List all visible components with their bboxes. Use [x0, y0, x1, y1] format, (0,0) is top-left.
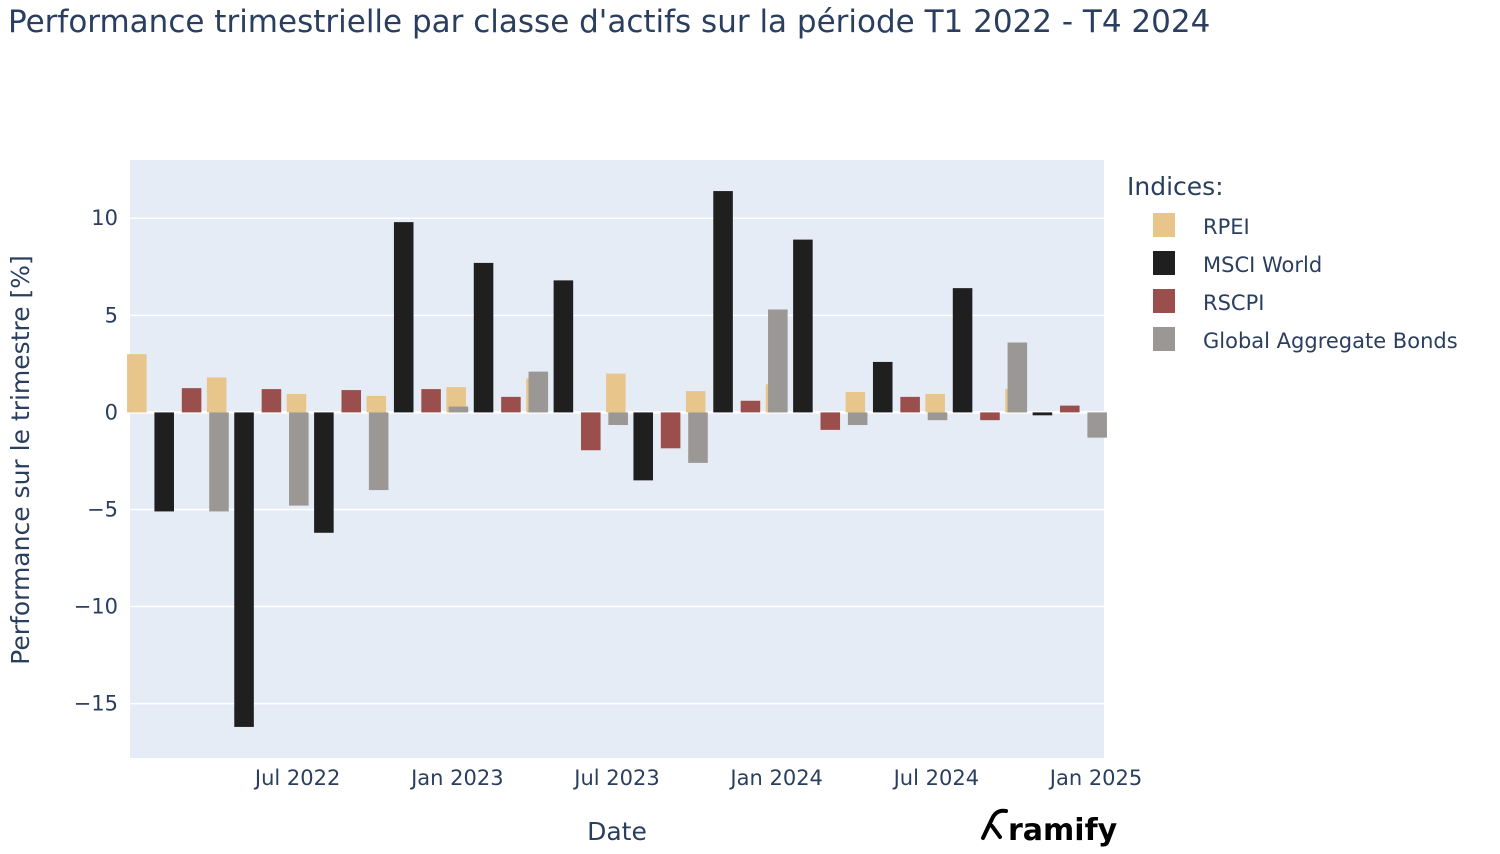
bar-msci-world	[553, 280, 574, 413]
plot-area	[130, 160, 1104, 758]
bar-global-aggregate-bonds	[209, 412, 229, 512]
legend-label: RSCPI	[1203, 291, 1264, 315]
bar-rscpi	[580, 412, 601, 451]
legend[interactable]: Indices: RPEI MSCI World RSCPI Global Aggre…	[1127, 172, 1458, 353]
y-tick-label: 10	[91, 206, 118, 230]
bar-rpei	[286, 393, 307, 413]
bar-global-aggregate-bonds	[768, 309, 788, 413]
bar-rpei	[685, 391, 706, 413]
x-tick-label: Jan 2024	[728, 766, 823, 790]
legend-swatch	[1153, 327, 1175, 351]
y-tick-label: 5	[105, 303, 118, 327]
bar-msci-world	[154, 412, 174, 512]
bar-rpei	[127, 354, 147, 413]
x-tick-label: Jul 2023	[572, 766, 659, 790]
bars	[127, 191, 1107, 727]
y-tick-label: −10	[74, 595, 118, 619]
x-tick-label: Jul 2022	[253, 766, 340, 790]
bar-rscpi	[1060, 405, 1080, 413]
bar-rscpi	[501, 396, 521, 413]
bar-rpei	[845, 392, 866, 413]
bar-rscpi	[421, 389, 441, 413]
y-tick-label: −15	[74, 692, 118, 716]
x-tick-label: Jan 2023	[409, 766, 504, 790]
bar-rscpi	[980, 412, 1000, 421]
bar-rpei	[606, 373, 626, 413]
bar-rscpi	[820, 412, 841, 430]
bar-msci-world	[713, 191, 733, 413]
bar-msci-world	[633, 412, 654, 481]
bar-msci-world	[793, 239, 813, 413]
bar-global-aggregate-bonds	[1087, 412, 1107, 438]
bar-rscpi	[740, 400, 761, 413]
bar-rpei	[925, 393, 945, 413]
legend-swatch	[1153, 251, 1175, 275]
bar-msci-world	[1032, 412, 1053, 416]
bar-msci-world	[473, 262, 494, 413]
ramify-logo-icon	[981, 808, 1008, 840]
bar-global-aggregate-bonds	[368, 412, 389, 491]
bar-msci-world	[872, 361, 893, 413]
brand-name: ramify	[1008, 813, 1118, 848]
y-axis-ticks: 10 5 0 −5 −10 −15	[74, 206, 118, 715]
bar-msci-world	[393, 222, 414, 413]
bar-global-aggregate-bonds	[927, 412, 948, 421]
y-tick-label: −5	[87, 497, 118, 521]
bar-global-aggregate-bonds	[528, 371, 549, 413]
legend-swatch	[1153, 213, 1175, 237]
y-axis-title: Performance sur le trimestre [%]	[6, 255, 35, 665]
bar-msci-world	[952, 288, 973, 413]
bar-rpei	[206, 377, 227, 413]
bar-global-aggregate-bonds	[608, 412, 628, 426]
bar-global-aggregate-bonds	[847, 412, 868, 426]
bar-rscpi	[660, 412, 681, 449]
x-tick-label: Jan 2025	[1048, 766, 1143, 790]
x-tick-label: Jul 2024	[892, 766, 979, 790]
bar-global-aggregate-bonds	[1007, 342, 1028, 413]
bar-rscpi	[900, 396, 920, 413]
bar-global-aggregate-bonds	[688, 412, 708, 463]
bar-global-aggregate-bonds	[448, 406, 469, 413]
legend-title: Indices:	[1127, 172, 1224, 201]
x-axis-title: Date	[587, 817, 647, 846]
bar-rpei	[366, 395, 387, 413]
legend-label: Global Aggregate Bonds	[1203, 329, 1458, 353]
bar-rscpi	[181, 388, 202, 413]
bar-msci-world	[314, 412, 334, 533]
brand-logo: ramify	[981, 808, 1118, 848]
bar-rpei	[446, 387, 466, 413]
legend-swatch	[1153, 289, 1175, 313]
bar-msci-world	[234, 412, 254, 727]
y-tick-label: 0	[105, 400, 118, 424]
x-axis-ticks: Jul 2022 Jan 2023 Jul 2023 Jan 2024 Jul 2024…	[253, 766, 1142, 790]
bar-global-aggregate-bonds	[289, 412, 309, 506]
legend-label: RPEI	[1203, 215, 1250, 239]
bar-rscpi	[341, 390, 362, 413]
chart-title: Performance trimestrielle par classe d'a…	[8, 4, 1210, 40]
legend-label: MSCI World	[1203, 253, 1322, 277]
bar-rscpi	[261, 389, 282, 413]
